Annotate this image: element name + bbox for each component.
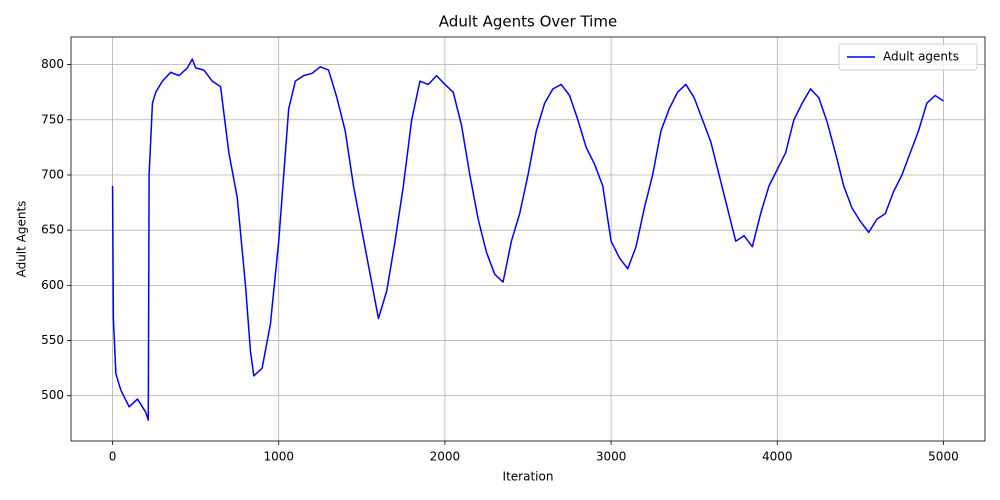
chart-title: Adult Agents Over Time — [439, 13, 617, 31]
y-tick-label: 750 — [41, 112, 64, 126]
x-tick-label: 2000 — [430, 450, 461, 464]
x-tick-label: 3000 — [596, 450, 627, 464]
y-tick-label: 550 — [41, 333, 64, 347]
y-axis-label: Adult Agents — [15, 201, 29, 278]
y-tick-label: 700 — [41, 167, 64, 181]
x-tick-label: 5000 — [928, 450, 959, 464]
x-axis-label: Iteration — [503, 470, 554, 484]
x-tick-label: 0 — [109, 450, 117, 464]
x-tick-label: 1000 — [263, 450, 294, 464]
y-tick-label: 500 — [41, 388, 64, 402]
y-tick-label: 650 — [41, 223, 64, 237]
y-tick-label: 800 — [41, 57, 64, 71]
data-line — [111, 58, 944, 421]
legend-label: Adult agents — [883, 50, 959, 64]
y-tick-label: 600 — [41, 278, 64, 292]
legend-box — [838, 43, 978, 71]
x-tick-label: 4000 — [762, 450, 793, 464]
plot-frame — [70, 36, 986, 442]
